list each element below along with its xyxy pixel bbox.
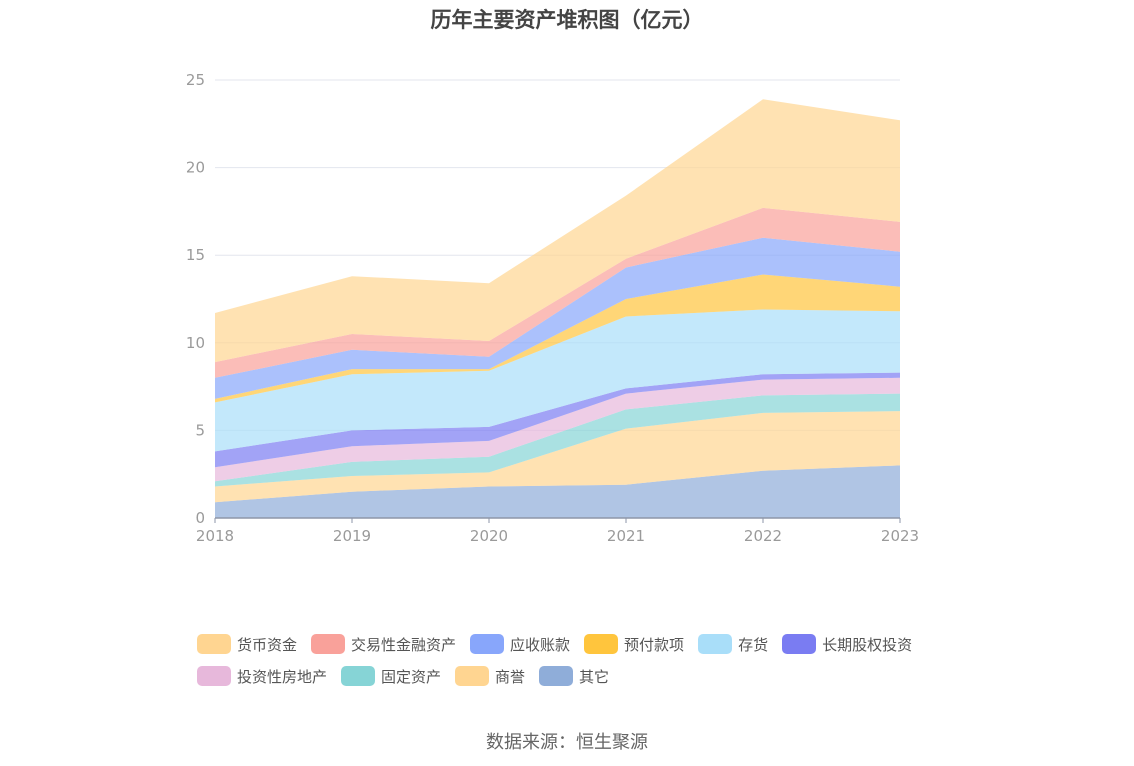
legend-label: 其它 — [579, 667, 610, 686]
area-series-0[interactable] — [215, 465, 900, 518]
area-series-1[interactable] — [215, 411, 900, 503]
legend-label: 应收账款 — [510, 635, 571, 654]
legend-label: 固定资产 — [381, 667, 442, 686]
stacked-area-chart: 0 5 10 15 20 25 2018 2019 2020 2021 2022 2023 — [186, 71, 919, 545]
x-tick-label: 2023 — [881, 527, 919, 545]
legend-swatch — [584, 634, 619, 654]
area-series-8[interactable] — [215, 207, 900, 378]
legend-swatch — [539, 666, 574, 686]
y-tick-label: 5 — [195, 421, 205, 439]
legend: 货币资金 交易性金融资产 应收账款 预付款项 存货 长期股权投资 投资性房地产 固定资产 商誉… — [197, 628, 957, 692]
legend-row-1: 货币资金 交易性金融资产 应收账款 预付款项 存货 长期股权投资 — [197, 628, 957, 660]
legend-label: 长期股权投资 — [822, 635, 913, 654]
y-tick-label: 10 — [186, 334, 205, 352]
legend-swatch — [341, 666, 376, 686]
legend-swatch — [782, 634, 817, 654]
y-tick-label: 20 — [186, 159, 205, 177]
area-series — [215, 99, 900, 518]
legend-label: 商誉 — [495, 667, 526, 686]
legend-label: 预付款项 — [624, 635, 685, 654]
legend-item[interactable]: 交易性金融资产 — [311, 634, 456, 655]
area-series-3[interactable] — [215, 377, 900, 482]
legend-swatch — [698, 634, 733, 654]
legend-swatch — [455, 666, 490, 686]
area-series-6[interactable] — [215, 274, 900, 403]
area-series-5[interactable] — [215, 309, 900, 452]
legend-label: 投资性房地产 — [237, 667, 328, 686]
legend-item[interactable]: 长期股权投资 — [782, 634, 912, 655]
data-source: 数据来源：恒生聚源 — [486, 732, 648, 753]
legend-item[interactable]: 预付款项 — [584, 634, 684, 655]
legend-item[interactable]: 存货 — [698, 634, 768, 655]
x-tick-label: 2018 — [196, 527, 234, 545]
area-series-4[interactable] — [215, 372, 900, 468]
legend-swatch — [470, 634, 505, 654]
x-tick-label: 2021 — [607, 527, 645, 545]
legend-label: 存货 — [738, 635, 769, 654]
x-tick-label: 2022 — [744, 527, 782, 545]
legend-label: 交易性金融资产 — [351, 635, 457, 654]
area-series-9[interactable] — [215, 99, 900, 363]
chart-title: 历年主要资产堆积图（亿元） — [430, 8, 704, 32]
y-tick-label: 0 — [195, 509, 205, 527]
legend-swatch — [197, 634, 231, 654]
legend-item[interactable]: 投资性房地产 — [197, 666, 327, 687]
area-series-7[interactable] — [215, 237, 900, 399]
x-tick-label: 2019 — [333, 527, 371, 545]
legend-swatch — [311, 634, 346, 654]
y-tick-label: 15 — [186, 246, 205, 264]
legend-item[interactable]: 其它 — [539, 666, 609, 687]
legend-item[interactable]: 固定资产 — [341, 666, 441, 687]
y-tick-label: 25 — [186, 71, 205, 89]
area-series-2[interactable] — [215, 393, 900, 487]
legend-item[interactable]: 货币资金 — [197, 634, 297, 655]
axes: 0 5 10 15 20 25 2018 2019 2020 2021 2022 2023 — [186, 71, 919, 545]
legend-label: 货币资金 — [237, 635, 298, 654]
x-tick-label: 2020 — [470, 527, 508, 545]
legend-item[interactable]: 应收账款 — [470, 634, 570, 655]
legend-item[interactable]: 商誉 — [455, 666, 525, 687]
legend-swatch — [197, 666, 231, 686]
legend-row-2: 投资性房地产 固定资产 商誉 其它 — [197, 660, 957, 692]
